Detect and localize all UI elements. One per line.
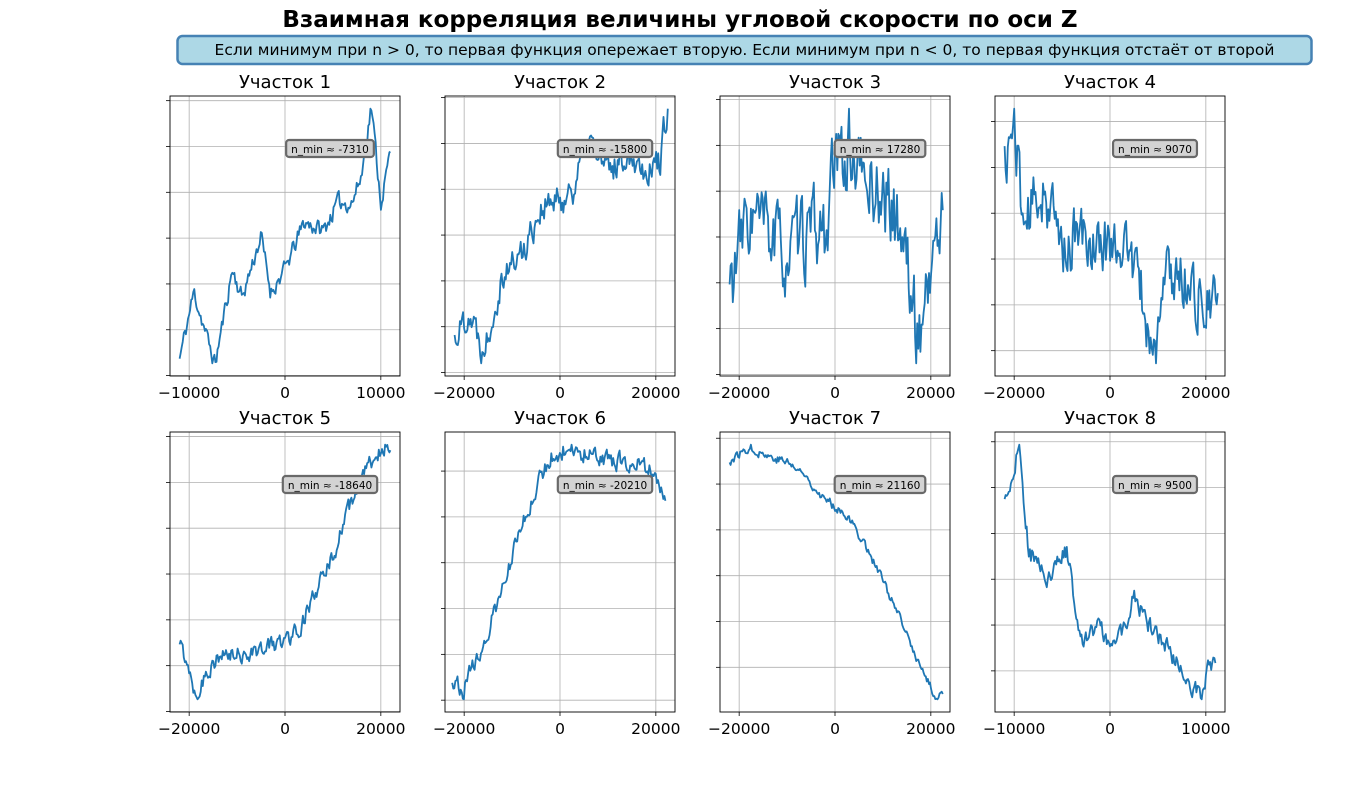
n-min-label: n_min ≈ 21160 xyxy=(840,480,921,492)
series-line xyxy=(728,443,944,701)
n-min-badge: n_min ≈ -7310 xyxy=(285,138,375,159)
subplot-2: −20000 0 20000 Участок 2 n_min ≈ -15800 xyxy=(433,72,680,402)
n-min-badge: n_min ≈ -18640 xyxy=(281,474,379,495)
x-axis: −20000 0 20000 xyxy=(983,96,1230,402)
x-tick-label: 20000 xyxy=(631,720,680,738)
n-min-badge-box xyxy=(556,138,654,159)
plot-frame xyxy=(169,431,401,713)
x-tick-label: 0 xyxy=(1105,720,1115,738)
n-min-label: n_min ≈ -15800 xyxy=(563,144,647,156)
plot-frame xyxy=(444,431,676,713)
subplot-1: −10000 0 10000 Участок 1 n_min ≈ -7310 xyxy=(158,72,405,402)
n-min-badge-box xyxy=(833,474,927,495)
subplot-3: −20000 0 20000 Участок 3 n_min ≈ 17280 xyxy=(708,72,955,402)
x-axis: −10000 0 10000 xyxy=(983,432,1230,738)
subplot-title: Участок 8 xyxy=(1064,408,1156,429)
x-tick-label: 10000 xyxy=(1181,720,1230,738)
subplot-title: Участок 7 xyxy=(789,408,881,429)
x-tick-label: −20000 xyxy=(708,384,770,402)
x-axis: −20000 0 20000 xyxy=(433,432,680,738)
subplots: −10000 0 10000 Участок 1 n_min ≈ -7310 −20000… xyxy=(158,72,1230,738)
n-min-label: n_min ≈ 9070 xyxy=(1118,144,1192,156)
x-tick-label: −10000 xyxy=(158,384,220,402)
subplot-title: Участок 4 xyxy=(1064,72,1156,93)
x-tick-label: −20000 xyxy=(983,384,1045,402)
x-tick-label: 0 xyxy=(555,384,565,402)
figure-title: Взаимная корреляция величины угловой ско… xyxy=(282,7,1077,33)
series-line xyxy=(178,107,391,365)
subplot-4: −20000 0 20000 Участок 4 n_min ≈ 9070 xyxy=(983,72,1230,402)
n-min-badge-box xyxy=(285,138,375,159)
x-tick-label: −20000 xyxy=(708,720,770,738)
n-min-badge-box xyxy=(1111,474,1199,495)
n-min-label: n_min ≈ -20210 xyxy=(563,480,647,492)
n-min-label: n_min ≈ 17280 xyxy=(840,144,921,156)
n-min-badge-box xyxy=(281,474,379,495)
y-gridlines xyxy=(441,470,675,701)
plot-frame xyxy=(444,95,676,377)
x-axis: −20000 0 20000 xyxy=(158,432,405,738)
x-tick-label: 20000 xyxy=(356,720,405,738)
subplot-title: Участок 5 xyxy=(239,408,331,429)
series-line xyxy=(1003,107,1219,365)
plot-frame xyxy=(994,95,1226,377)
subplot-title: Участок 2 xyxy=(514,72,606,93)
subplot-title: Участок 6 xyxy=(514,408,606,429)
x-tick-label: 0 xyxy=(830,384,840,402)
n-min-label: n_min ≈ -18640 xyxy=(288,480,372,492)
series-line xyxy=(1003,443,1217,701)
x-tick-label: 20000 xyxy=(1181,384,1230,402)
series-line xyxy=(728,107,944,365)
note-text: Если минимум при n > 0, то первая функци… xyxy=(215,41,1275,59)
series-line xyxy=(453,108,669,365)
x-tick-label: 10000 xyxy=(356,384,405,402)
series-line xyxy=(451,443,667,701)
x-axis: −10000 0 10000 xyxy=(158,96,405,402)
x-tick-label: 20000 xyxy=(631,384,680,402)
n-min-badge: n_min ≈ 17280 xyxy=(833,138,927,159)
subplot-7: −20000 0 20000 Участок 7 n_min ≈ 21160 xyxy=(708,408,955,738)
x-tick-label: −20000 xyxy=(433,384,495,402)
n-min-badge: n_min ≈ 9500 xyxy=(1111,474,1199,495)
n-min-badge: n_min ≈ 9070 xyxy=(1111,138,1199,159)
x-tick-label: 20000 xyxy=(906,384,955,402)
plot-frame xyxy=(719,431,951,713)
n-min-badge-box xyxy=(833,138,927,159)
x-axis: −20000 0 20000 xyxy=(708,432,955,738)
x-tick-label: −10000 xyxy=(983,720,1045,738)
n-min-badge: n_min ≈ -20210 xyxy=(556,474,654,495)
x-tick-label: 0 xyxy=(555,720,565,738)
subplot-6: −20000 0 20000 Участок 6 n_min ≈ -20210 xyxy=(433,408,680,738)
subplot-title: Участок 1 xyxy=(239,72,331,93)
x-axis: −20000 0 20000 xyxy=(708,96,955,402)
n-min-badge: n_min ≈ -15800 xyxy=(556,138,654,159)
subplot-8: −10000 0 10000 Участок 8 n_min ≈ 9500 xyxy=(983,408,1230,738)
x-tick-label: 20000 xyxy=(906,720,955,738)
x-tick-label: 0 xyxy=(1105,384,1115,402)
n-min-badge-box xyxy=(1111,138,1199,159)
subplot-5: −20000 0 20000 Участок 5 n_min ≈ -18640 xyxy=(158,408,405,738)
x-tick-label: 0 xyxy=(280,720,290,738)
n-min-label: n_min ≈ 9500 xyxy=(1118,480,1192,492)
note-box-background xyxy=(176,34,1313,66)
n-min-label: n_min ≈ -7310 xyxy=(291,144,369,156)
subplot-title: Участок 3 xyxy=(789,72,881,93)
x-tick-label: 0 xyxy=(830,720,840,738)
note-box: Если минимум при n > 0, то первая функци… xyxy=(176,34,1313,66)
x-tick-label: −20000 xyxy=(158,720,220,738)
n-min-badge-box xyxy=(556,474,654,495)
x-tick-label: 0 xyxy=(280,384,290,402)
x-tick-label: −20000 xyxy=(433,720,495,738)
plot-frame xyxy=(169,95,401,377)
plot-frame xyxy=(719,95,951,377)
n-min-badge: n_min ≈ 21160 xyxy=(833,474,927,495)
y-gridlines xyxy=(716,437,950,668)
plot-frame xyxy=(994,431,1226,713)
